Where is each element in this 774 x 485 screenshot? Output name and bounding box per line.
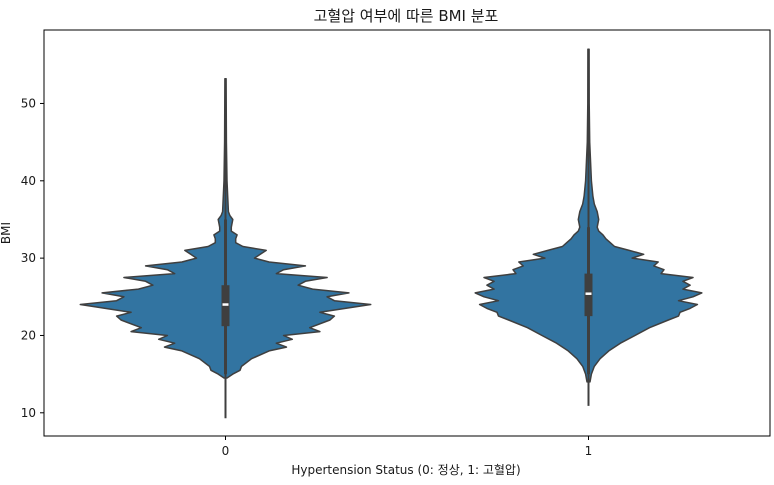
x-tick-label: 0	[222, 444, 230, 458]
y-tick-label: 20	[21, 328, 36, 342]
plot-area	[43, 29, 771, 437]
chart-title: 고혈압 여부에 따른 BMI 분포	[314, 7, 499, 25]
y-tick-label: 30	[21, 251, 36, 265]
x-tick-label: 1	[585, 444, 593, 458]
y-tick-label: 40	[21, 174, 36, 188]
violins-group	[79, 48, 703, 419]
y-tick-label: 10	[21, 406, 36, 420]
x-axis-label: Hypertension Status (0: 정상, 1: 고혈압)	[291, 463, 520, 477]
y-tick-label: 50	[21, 96, 36, 110]
y-axis-label: BMI	[0, 222, 13, 244]
y-axis-ticks: 10 20 30 40 50	[21, 96, 44, 420]
